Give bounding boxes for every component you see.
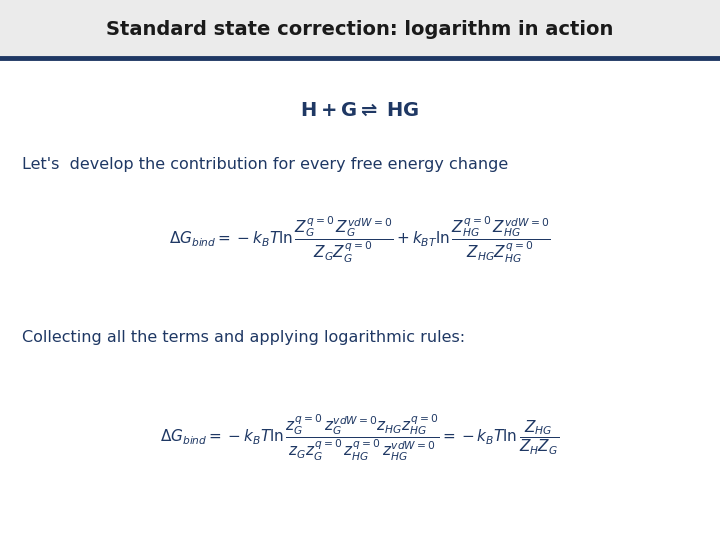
Text: $\Delta G_{bind} = -k_B T \ln\dfrac{Z_G^{q=0}\, Z_G^{vdW=0}}{Z_G Z_G^{q=0}} + k_: $\Delta G_{bind} = -k_B T \ln\dfrac{Z_G^… [169, 215, 551, 266]
Text: $\mathbf{H + G \rightleftharpoons\ HG}$: $\mathbf{H + G \rightleftharpoons\ HG}$ [300, 101, 420, 120]
Text: $\Delta G_{bind} = -k_B T \ln\dfrac{z_G^{q=0}\, z_G^{vdW=0} z_{HG} z_{HG}^{q=0}}: $\Delta G_{bind} = -k_B T \ln\dfrac{z_G^… [161, 412, 559, 463]
FancyBboxPatch shape [0, 0, 720, 57]
Text: Collecting all the terms and applying logarithmic rules:: Collecting all the terms and applying lo… [22, 330, 464, 345]
Text: Let's  develop the contribution for every free energy change: Let's develop the contribution for every… [22, 157, 508, 172]
Text: Standard state correction: logarithm in action: Standard state correction: logarithm in … [107, 19, 613, 39]
